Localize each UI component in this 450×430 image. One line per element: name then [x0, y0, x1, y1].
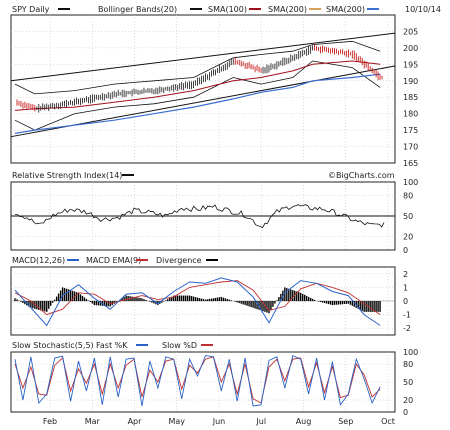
x-tick-label: Aug — [296, 417, 312, 426]
macd-line — [14, 277, 381, 327]
y-tick-label: 0 — [403, 246, 408, 255]
price-y-ticks: 165 170 175 180 185 190 195 200 205 — [403, 27, 418, 168]
macd-title: MACD(12,26) — [12, 256, 65, 265]
macd-ema-label: MACD EMA(9) — [86, 256, 141, 265]
x-tick-label: Mar — [85, 417, 101, 426]
y-tick-label: 185 — [403, 93, 418, 102]
macd-y-ticks: -2 -1 0 1 2 — [403, 270, 411, 333]
date-label: 10/10/14 — [405, 5, 441, 14]
sma200-label-2: SMA(200) — [326, 5, 365, 14]
stoch-y-ticks: 0 20 50 80 100 — [403, 348, 418, 417]
sma100-label: SMA(100) — [208, 5, 247, 14]
bollinger-upper — [14, 40, 381, 95]
price-grid — [11, 15, 395, 163]
y-tick-label: 50 — [403, 212, 413, 221]
y-tick-label: 100 — [403, 178, 418, 187]
y-tick-label: -2 — [403, 324, 411, 333]
y-tick-label: 200 — [403, 44, 418, 53]
y-tick-label: 1 — [403, 283, 408, 292]
y-tick-label: 2 — [403, 270, 408, 279]
x-tick-label: Apr — [128, 417, 143, 426]
bollinger-lower — [14, 60, 381, 131]
symbol-label: SPY Daily — [12, 5, 50, 14]
y-tick-label: 80 — [403, 360, 413, 369]
rsi-line — [15, 204, 385, 229]
y-tick-label: 195 — [403, 60, 418, 69]
y-tick-label: 175 — [403, 126, 418, 135]
macd-series — [11, 277, 395, 327]
macd-ema-line — [14, 280, 381, 316]
x-tick-label: May — [168, 417, 185, 426]
rsi-series — [11, 204, 395, 229]
x-tick-label: Jul — [255, 417, 266, 426]
x-tick-label: Jun — [212, 417, 226, 426]
y-tick-label: 80 — [403, 192, 413, 201]
x-axis-labels: Feb Mar Apr May Jun Jul Aug Sep Oct — [43, 417, 395, 426]
y-tick-label: 0 — [403, 408, 408, 417]
y-tick-label: 170 — [403, 143, 418, 152]
rsi-y-ticks: 0 20 50 80 100 — [403, 178, 418, 255]
watermark: ©BigCharts.com — [328, 171, 395, 180]
y-tick-label: 0 — [403, 297, 408, 306]
x-tick-label: Feb — [43, 417, 57, 426]
x-tick-label: Sep — [338, 417, 353, 426]
y-tick-label: 100 — [403, 348, 418, 357]
stoch-series — [14, 354, 381, 407]
y-tick-label: 165 — [403, 159, 418, 168]
stoch-fast-line — [14, 354, 381, 407]
price-series — [10, 32, 396, 138]
y-tick-label: -1 — [403, 311, 411, 320]
stoch-fast-label: Fast %K — [96, 341, 128, 350]
divergence-label: Divergence — [156, 256, 202, 265]
price-panel — [10, 14, 396, 164]
y-tick-label: 50 — [403, 378, 413, 387]
bollinger-label: Bollinger Bands(20) — [98, 5, 177, 14]
y-tick-label: 205 — [403, 27, 418, 36]
channel-upper — [10, 32, 396, 82]
y-tick-label: 190 — [403, 77, 418, 86]
sma200-label: SMA(200) — [268, 5, 307, 14]
stoch-slow-label: Slow %D — [162, 341, 197, 350]
y-tick-label: 180 — [403, 110, 418, 119]
sma100-line — [14, 60, 381, 111]
y-tick-label: 20 — [403, 232, 413, 241]
rsi-title: Relative Strength Index(14) — [12, 171, 122, 180]
x-tick-label: Oct — [381, 417, 395, 426]
sma200-line — [14, 73, 381, 134]
y-tick-label: 20 — [403, 396, 413, 405]
stoch-title: Slow Stochastic(5,5) — [12, 341, 94, 350]
